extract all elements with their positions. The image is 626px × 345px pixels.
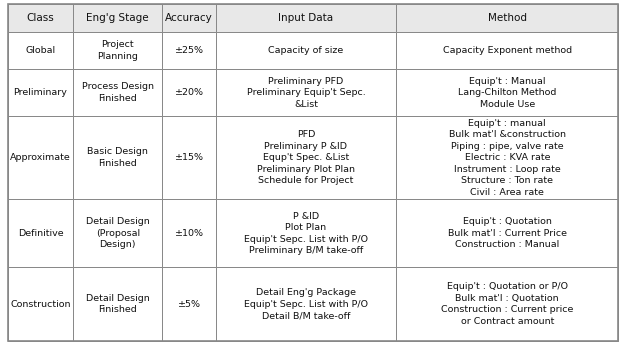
Text: Method: Method [488,13,527,23]
Bar [162,32,216,69]
Text: ±5%: ±5% [178,300,200,309]
Text: Detail Design
(Proposal
Design): Detail Design (Proposal Design) [86,217,150,249]
Text: Global: Global [26,46,56,55]
Bar [162,267,216,341]
Text: ±10%: ±10% [175,229,203,238]
Bar [162,4,216,32]
Text: Project
Planning: Project Planning [98,40,138,61]
Text: ±15%: ±15% [175,153,203,162]
Text: Detail Eng'g Package
Equip't Sepc. List with P/O
Detail B/M take-off: Detail Eng'g Package Equip't Sepc. List … [244,288,368,320]
Bar [162,69,216,116]
Bar [396,4,618,32]
Bar [396,116,618,199]
Text: Approximate: Approximate [10,153,71,162]
Bar [396,199,618,267]
Text: PFD
Preliminary P &ID
Equp't Spec. &List
Preliminary Plot Plan
Schedule for Proj: PFD Preliminary P &ID Equp't Spec. &List… [257,130,355,185]
Text: Definitive: Definitive [18,229,63,238]
Text: P &ID
Plot Plan
Equip't Sepc. List with P/O
Preliminary B/M take-off: P &ID Plot Plan Equip't Sepc. List with … [244,212,368,255]
Text: Preliminary PFD
Preliminary Equip't Sepc.
&List: Preliminary PFD Preliminary Equip't Sepc… [247,77,366,109]
Bar [8,69,73,116]
Bar [73,32,162,69]
Bar [396,69,618,116]
Text: Equip't : manual
Bulk mat'l &construction
Piping : pipe, valve rate
Electric : K: Equip't : manual Bulk mat'l &constructio… [449,119,566,197]
Text: Equip't : Quotation or P/O
Bulk mat'l : Quotation
Construction : Current price
o: Equip't : Quotation or P/O Bulk mat'l : … [441,283,573,326]
Bar [396,32,618,69]
Bar [73,69,162,116]
Text: ±25%: ±25% [175,46,203,55]
Bar [216,69,396,116]
Bar [162,116,216,199]
Text: Equip't : Manual
Lang-Chilton Method
Module Use: Equip't : Manual Lang-Chilton Method Mod… [458,77,557,109]
Text: Preliminary: Preliminary [14,88,68,97]
Bar [216,32,396,69]
Bar [73,267,162,341]
Text: Capacity of size: Capacity of size [269,46,344,55]
Bar [73,116,162,199]
Text: Basic Design
Finished: Basic Design Finished [88,147,148,168]
Text: Input Data: Input Data [279,13,334,23]
Text: ±20%: ±20% [175,88,203,97]
Bar [396,267,618,341]
Bar [8,4,73,32]
Text: Accuracy: Accuracy [165,13,213,23]
Text: Capacity Exponent method: Capacity Exponent method [443,46,572,55]
Bar [216,267,396,341]
Bar [73,4,162,32]
Text: Eng'g Stage: Eng'g Stage [86,13,149,23]
Bar [8,199,73,267]
Bar [8,32,73,69]
Text: Equip't : Quotation
Bulk mat'l : Current Price
Construction : Manual: Equip't : Quotation Bulk mat'l : Current… [448,217,567,249]
Text: Class: Class [27,13,54,23]
Bar [216,199,396,267]
Text: Detail Design
Finished: Detail Design Finished [86,294,150,314]
Bar [162,199,216,267]
Text: Process Design
Finished: Process Design Finished [82,82,154,103]
Bar [8,267,73,341]
Bar [8,116,73,199]
Bar [73,199,162,267]
Bar [216,116,396,199]
Text: Construction: Construction [10,300,71,309]
Bar [216,4,396,32]
